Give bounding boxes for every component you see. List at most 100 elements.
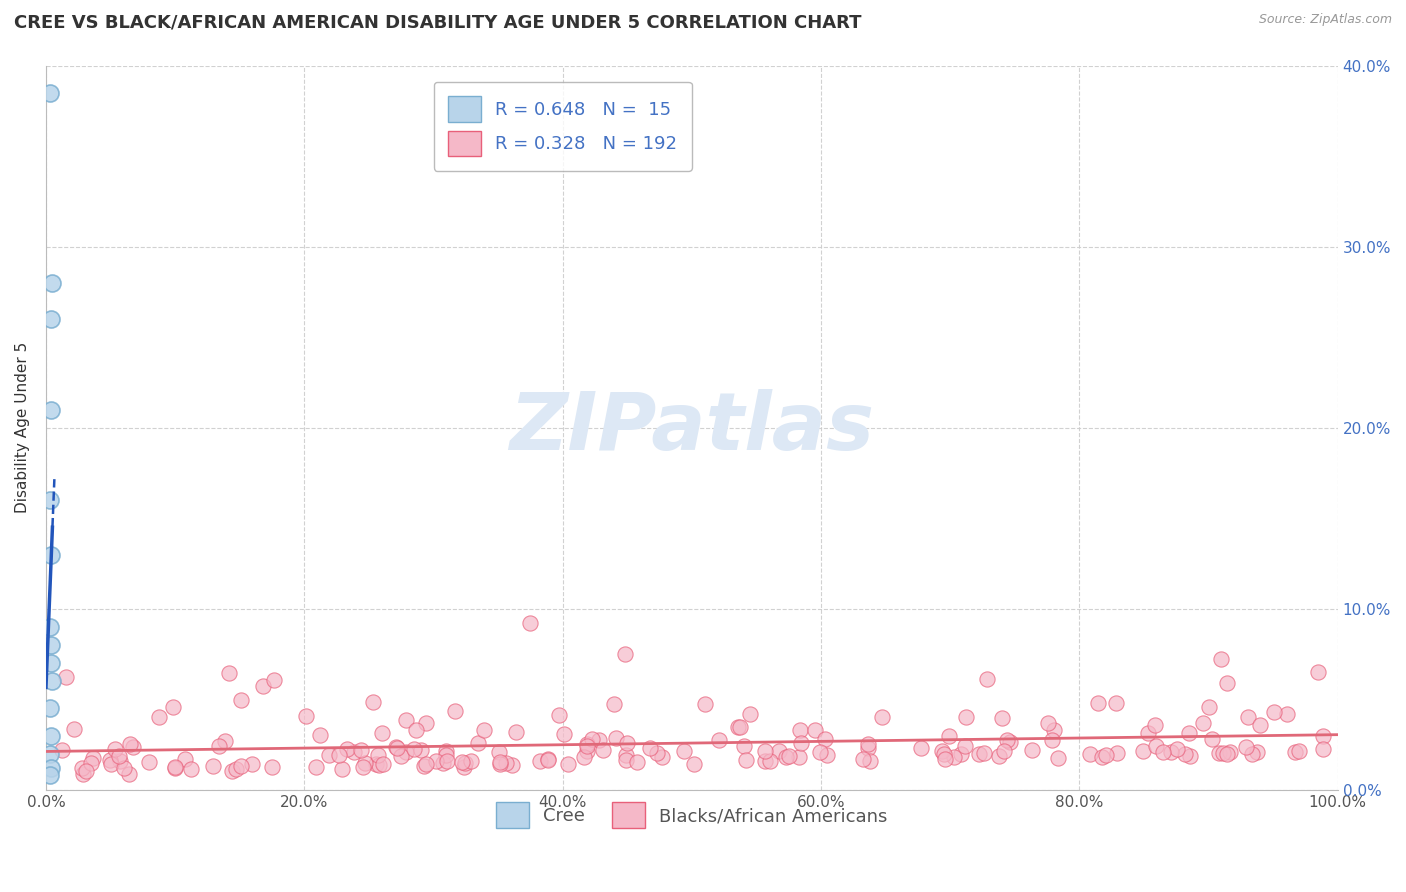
Point xyxy=(789,723,811,738)
Point xyxy=(1284,745,1306,759)
Point xyxy=(859,754,882,768)
Point xyxy=(988,749,1011,764)
Point xyxy=(72,767,94,781)
Point xyxy=(108,748,131,763)
Point xyxy=(467,736,489,750)
Point xyxy=(395,713,418,727)
Point xyxy=(993,744,1015,758)
Point xyxy=(778,748,800,763)
Point xyxy=(332,762,354,776)
Point xyxy=(852,752,875,766)
Point xyxy=(1178,726,1201,740)
Point xyxy=(214,733,236,747)
Point xyxy=(529,754,551,768)
Point xyxy=(790,736,813,750)
Point xyxy=(734,752,756,766)
Point xyxy=(1219,745,1241,759)
Point xyxy=(368,758,391,772)
Point xyxy=(1312,741,1334,756)
Point xyxy=(489,757,512,772)
Point xyxy=(366,757,388,772)
Point xyxy=(38,768,60,782)
Point xyxy=(260,759,283,773)
Point xyxy=(389,749,412,764)
Point xyxy=(738,706,761,721)
Point xyxy=(990,711,1012,725)
Text: ZIPatlas: ZIPatlas xyxy=(509,389,875,467)
Point xyxy=(995,733,1018,747)
Point xyxy=(39,656,62,670)
Point xyxy=(263,673,285,688)
Point xyxy=(501,758,523,772)
Point xyxy=(672,744,695,758)
Point xyxy=(371,756,394,771)
Point xyxy=(505,725,527,739)
Point xyxy=(1275,707,1298,722)
Point xyxy=(409,743,432,757)
Point xyxy=(221,764,243,779)
Point xyxy=(336,742,359,756)
Point xyxy=(1246,745,1268,759)
Point xyxy=(405,723,427,737)
Text: CREE VS BLACK/AFRICAN AMERICAN DISABILITY AGE UNDER 5 CORRELATION CHART: CREE VS BLACK/AFRICAN AMERICAN DISABILIT… xyxy=(14,13,862,31)
Point xyxy=(754,743,776,757)
Point xyxy=(1174,747,1197,762)
Point xyxy=(592,743,614,757)
Point xyxy=(638,741,661,756)
Point xyxy=(231,693,253,707)
Point xyxy=(112,761,135,775)
Point xyxy=(343,745,366,759)
Point xyxy=(1216,675,1239,690)
Point xyxy=(39,312,62,326)
Point xyxy=(82,751,104,765)
Point xyxy=(934,752,956,766)
Point xyxy=(38,620,60,634)
Point xyxy=(98,753,121,767)
Point xyxy=(41,276,63,290)
Point xyxy=(39,729,62,743)
Point xyxy=(1091,749,1114,764)
Point xyxy=(1234,739,1257,754)
Point xyxy=(180,763,202,777)
Point xyxy=(489,755,512,769)
Point xyxy=(519,616,541,631)
Point xyxy=(1241,747,1264,762)
Point xyxy=(931,744,953,758)
Point xyxy=(1132,744,1154,758)
Point xyxy=(425,754,447,768)
Point xyxy=(553,727,575,741)
Point xyxy=(537,752,560,766)
Point xyxy=(395,745,418,759)
Point xyxy=(614,753,637,767)
Point xyxy=(998,735,1021,749)
Point xyxy=(557,757,579,772)
Point xyxy=(415,716,437,731)
Point xyxy=(63,722,86,736)
Point xyxy=(305,760,328,774)
Y-axis label: Disability Age Under 5: Disability Age Under 5 xyxy=(15,343,30,514)
Point xyxy=(1107,747,1129,761)
Point xyxy=(1160,746,1182,760)
Point xyxy=(683,757,706,772)
Point xyxy=(775,750,797,764)
Point xyxy=(110,754,132,768)
Point xyxy=(814,732,837,747)
Point xyxy=(616,736,638,750)
Point xyxy=(39,402,62,417)
Point xyxy=(231,759,253,773)
Point xyxy=(576,739,599,754)
Point xyxy=(1095,747,1118,762)
Point xyxy=(80,756,103,770)
Point xyxy=(548,708,571,723)
Point xyxy=(1236,710,1258,724)
Point xyxy=(436,754,458,768)
Point xyxy=(942,749,965,764)
Point xyxy=(1047,751,1070,765)
Point xyxy=(1087,696,1109,710)
Point xyxy=(385,741,408,756)
Point xyxy=(51,743,73,757)
Point xyxy=(444,704,467,718)
Point xyxy=(626,755,648,769)
Point xyxy=(70,762,93,776)
Point xyxy=(415,757,437,772)
